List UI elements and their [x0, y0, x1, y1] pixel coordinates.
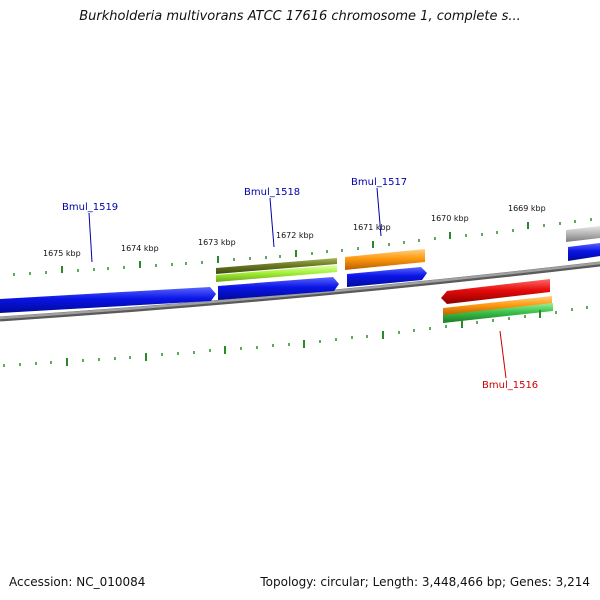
feature-olive-bmul-1518[interactable] — [216, 258, 337, 274]
gene-label-bmul-1517[interactable]: Bmul_1517 — [351, 177, 407, 188]
scale-label-1671: 1671 kbp — [353, 223, 391, 232]
scale-label-1675: 1675 kbp — [43, 249, 81, 258]
scale-label-1670: 1670 kbp — [431, 214, 469, 223]
leader-line-bmul-1519 — [88, 212, 93, 263]
topology-summary: Topology: circular; Length: 3,448,466 bp… — [260, 575, 590, 589]
cds-forward-bmul-1517[interactable] — [347, 267, 427, 287]
outer-scale-ticks — [13, 218, 592, 276]
gene-label-bmul-1516[interactable]: Bmul_1516 — [482, 380, 538, 391]
leader-line-bmul-1518 — [269, 197, 275, 248]
feature-orange-bmul-1516[interactable] — [443, 296, 552, 316]
gene-label-bmul-1518[interactable]: Bmul_1518 — [244, 187, 300, 198]
backbone — [0, 261, 600, 320]
leader-line-bmul-1517 — [376, 187, 382, 237]
feature-grey-edge[interactable] — [566, 226, 600, 242]
inner-scale-ticks — [3, 306, 588, 367]
accession-text: Accession: NC_010084 — [9, 575, 146, 589]
cds-reverse-bmul-1516[interactable] — [441, 279, 550, 304]
scale-label-1674: 1674 kbp — [121, 244, 159, 253]
leader-line-bmul-1516 — [499, 330, 507, 379]
map-title: Burkholderia multivorans ATCC 17616 chro… — [79, 9, 521, 24]
feature-orange-bmul-1517[interactable] — [345, 249, 425, 270]
feature-lime-bmul-1518[interactable] — [216, 265, 337, 282]
feature-green-bmul-1516[interactable] — [443, 303, 553, 323]
cds-forward-bmul-1519[interactable] — [0, 287, 216, 313]
scale-label-1672: 1672 kbp — [276, 231, 314, 240]
gene-label-bmul-1519[interactable]: Bmul_1519 — [62, 202, 118, 213]
cds-forward-bmul-1518[interactable] — [218, 277, 339, 300]
cds-forward-edge[interactable] — [568, 243, 600, 261]
scale-label-1673: 1673 kbp — [198, 238, 236, 247]
scale-label-1669: 1669 kbp — [508, 204, 546, 213]
